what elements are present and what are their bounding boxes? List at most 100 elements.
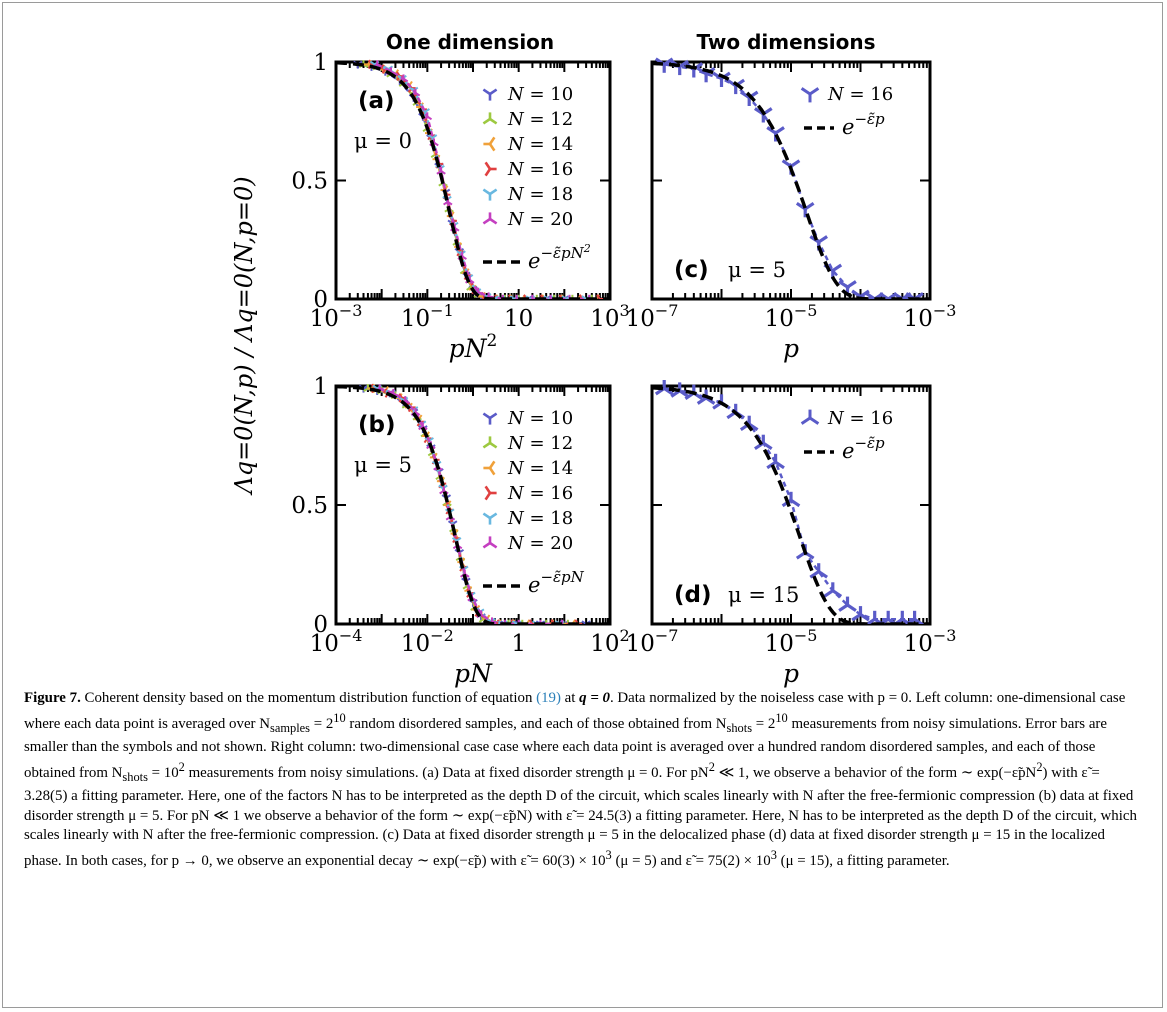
x-tick-label-a: 103 [590,301,629,332]
legend-fit-label-a: e−ε̃pN2 [528,242,591,273]
x-axis-label-c: p [783,334,799,363]
y-tick-label-a: 0.5 [291,169,328,195]
legend-marker-a [482,112,498,125]
legend-label-b: N = 20 [507,533,573,554]
legend-label-c: N = 16 [827,84,893,105]
legend-marker-b [482,412,498,425]
legend-d: N = 16 e−ε̃p [800,408,893,463]
legend-label-d: N = 16 [827,408,893,429]
legend-label-b: N = 14 [507,458,573,479]
panel-label-b: (b) [358,412,396,438]
caption-sup-10a: 10 [333,710,346,725]
y-tick-label-a: 0 [313,287,328,313]
legend-fit-label-b: e−ε̃pN [528,568,585,597]
x-axis-label-a: pN2 [449,331,498,363]
caption-text-8: = 10 [147,764,179,781]
legend-marker-b [482,436,498,449]
panel-label-d: (d) [674,582,712,608]
fit-curve-c [652,61,930,299]
caption-sub-samples: samples [270,720,310,735]
x-tick-label-a: 10 [504,306,533,332]
param-label-a: μ = 0 [354,129,412,153]
legend-label-a: N = 18 [507,184,573,205]
y-tick-label-b: 1 [313,374,328,400]
legend-marker-b [482,512,498,525]
caption-sup-3b: 3 [770,848,777,863]
caption-sub-shots-a: shots [726,720,753,735]
legend-marker-d [800,409,820,425]
x-tick-label-a: 10−3 [310,301,363,332]
caption-text-1: Coherent density based on the momentum d… [80,690,537,706]
data-point-d [851,606,870,622]
x-tick-label-b: 10−2 [401,626,454,657]
x-tick-label-c: 10−3 [904,301,957,332]
caption-text-6: = 2 [752,715,776,732]
caption-sup-10b: 10 [775,710,788,725]
caption-sup-2b: 2 [708,759,715,774]
legend-label-a: N = 10 [507,84,573,105]
legend-marker-b [482,536,498,549]
plot-area-b [336,383,610,624]
figure-plots: One dimension Two dimensions Λq=0(N,p) /… [230,30,957,688]
y-tick-label-b: 0 [313,612,328,638]
legend-b: N = 10 N = 12 N = 14 N = 16 N = 18 N = 20 e−ε̃… [482,408,585,597]
legend-a: N = 10 N = 12 N = 14 N = 16 N = 18 N = 20 e−ε̃… [482,84,591,273]
caption-sup-2a: 2 [178,759,185,774]
x-axis-label-b: pN [454,659,493,688]
param-label-b: μ = 5 [354,453,412,477]
caption-equation-link[interactable]: (19) [536,690,561,706]
caption-text-4: = 2 [309,715,334,732]
data-point-a [436,166,446,175]
legend-marker-b [484,485,497,501]
data-point-d [766,453,785,470]
fit-curve-a [336,61,610,299]
y-axis-label: Λq=0(N,p) / Λq=0(N,p=0) [230,176,258,495]
legend-label-a: N = 20 [507,209,573,230]
legend-label-b: N = 18 [507,508,573,529]
data-point-d [809,563,828,579]
x-tick-label-d: 10−7 [626,626,679,657]
data-point-a [596,294,605,299]
param-label-d: μ = 15 [728,583,799,607]
caption-text-11: ) with ε̃ = 3.28(5) a fitting parameter.… [24,764,1137,869]
panel-label-c: (c) [674,257,709,283]
data-point-a [548,294,553,299]
data-point-a [530,294,535,299]
caption-sup-3a: 3 [605,848,612,863]
caption-text-12: (μ = 5) and ε̃ = 75(2) × 10 [611,853,771,869]
panel-d: 10−7 10−5 10−3 p (d) μ = 15 N = 16 e−ε̃p [626,380,957,688]
caption-sub-shots-b: shots [122,769,148,784]
x-tick-label-c: 10−7 [626,301,679,332]
caption-figure-label: Figure 7. [24,690,81,706]
x-tick-label-d: 10−5 [765,626,818,657]
data-point-d [823,582,843,598]
legend-marker-b [483,460,496,476]
legend-label-b: N = 16 [507,483,573,504]
x-tick-label-c: 10−5 [765,301,818,332]
panel-c: 10−7 10−5 10−3 p (c) μ = 5 N = 16 e−ε̃p [626,57,957,363]
caption-text-3: . Data normalized by the noiseless case … [24,690,1126,732]
x-tick-label-d: 10−3 [904,626,957,657]
figure-caption: Figure 7. Coherent density based on the … [24,689,1146,872]
data-point-d [838,596,857,612]
caption-q-zero: q = 0 [579,690,610,706]
legend-marker-c [800,87,820,103]
legend-fit-label-c: e−ε̃p [842,110,885,139]
data-point-c [766,126,785,142]
x-tick-label-a: 10−1 [401,301,454,332]
y-tick-label-b: 0.5 [291,493,328,519]
column-title-left: One dimension [386,30,554,54]
x-axis-label-d: p [783,659,799,688]
x-tick-label-b: 10−4 [310,626,363,657]
legend-label-a: N = 16 [507,159,573,180]
legend-label-b: N = 10 [507,408,573,429]
caption-text-7: measurements from noisy simulations. Err… [24,715,1107,781]
legend-marker-a [482,88,498,101]
y-axis-label-text: Λq=0(N,p) / Λq=0(N,p=0) [230,176,258,495]
legend-label-a: N = 12 [507,109,573,130]
legend-fit-label-d: e−ε̃p [842,434,885,463]
x-tick-label-b: 1 [511,631,526,657]
data-point-a [514,294,519,299]
